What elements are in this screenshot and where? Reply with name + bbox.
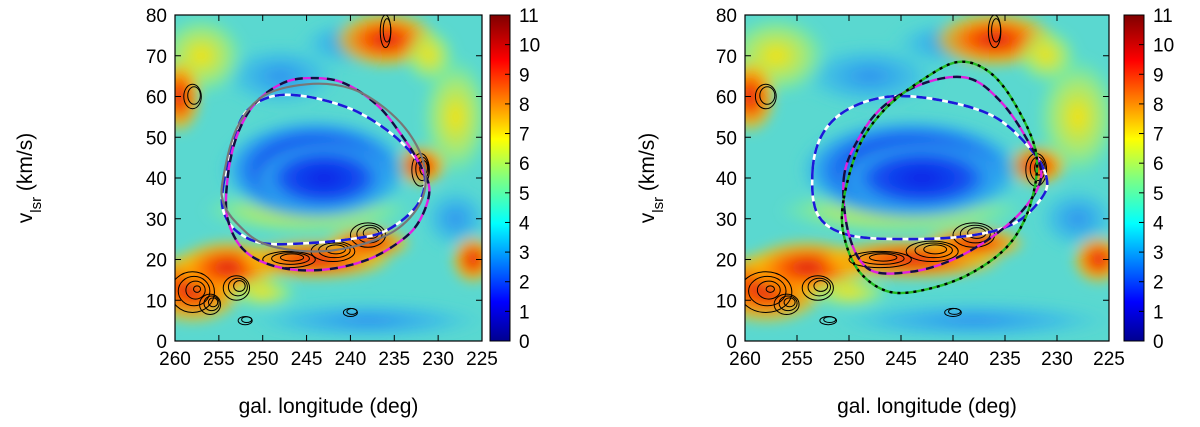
y-tick-label: 40 xyxy=(716,169,737,190)
x-axis-label: gal. longitude (deg) xyxy=(239,395,419,418)
y-tick-label: 20 xyxy=(716,251,737,272)
colorbar-tick-label: 7 xyxy=(1153,125,1164,146)
colorbar-tick-label: 6 xyxy=(1153,154,1164,175)
y-tick-label: 60 xyxy=(716,88,737,109)
colorbar-tick-label: 11 xyxy=(519,6,539,27)
y-tick-label: 70 xyxy=(146,47,167,68)
colorbar: 0 1 2 3 4 5 6 7 8 9 10 11 xyxy=(1123,6,1174,353)
y-tick-label: 50 xyxy=(146,128,167,149)
colorbar-tick-label: 4 xyxy=(1153,213,1164,234)
y-tick-label: 70 xyxy=(716,47,737,68)
x-tick-label: 225 xyxy=(1093,349,1125,370)
heatmap xyxy=(745,15,1109,341)
colorbar-tick-label: 9 xyxy=(519,65,530,86)
x-tick-label: 250 xyxy=(833,349,865,370)
colorbar-tick-label: 1 xyxy=(519,302,530,323)
colorbar-tick-label: 5 xyxy=(1153,184,1164,205)
y-tick-label: 0 xyxy=(156,332,167,353)
y-tick-label: 10 xyxy=(716,291,737,312)
y-tick-label: 50 xyxy=(716,128,737,149)
colorbar-tick-label: 0 xyxy=(519,332,530,353)
y-tick-label: 80 xyxy=(716,6,737,27)
colorbar-tick-label: 5 xyxy=(519,184,530,205)
colorbar-tick-label: 1 xyxy=(1153,302,1164,323)
curve-dark-dashed xyxy=(842,75,1043,275)
curve-green xyxy=(840,60,1039,295)
colorbar-tick-label: 3 xyxy=(1153,243,1164,264)
x-tick-label: 250 xyxy=(247,349,279,370)
heatmap xyxy=(175,15,482,341)
y-tick-label: 20 xyxy=(146,251,167,272)
colorbar-tick-label: 7 xyxy=(519,125,530,146)
colorbar-tick-label: 9 xyxy=(1153,65,1164,86)
colorbar-tick-label: 4 xyxy=(519,213,530,234)
colorbar-tick-label: 8 xyxy=(519,95,530,116)
x-axis-label: gal. longitude (deg) xyxy=(837,395,1017,418)
y-tick-label: 30 xyxy=(146,210,167,231)
overlay-curves xyxy=(810,60,1049,295)
right-panel: 260 255 250 245 240 235 230 2250102030405060708… xyxy=(636,6,1174,418)
left-panel: 260 255 250 245 240 235 230 2250102030405060708… xyxy=(14,6,540,418)
x-tick-label: 235 xyxy=(989,349,1021,370)
x-tick-label: 230 xyxy=(1041,349,1073,370)
y-tick-label: 30 xyxy=(716,210,737,231)
colorbar-tick-label: 6 xyxy=(519,154,530,175)
colorbar-tick-label: 2 xyxy=(1153,273,1164,294)
y-tick-label: 10 xyxy=(146,291,167,312)
colorbar-tick-label: 10 xyxy=(1153,36,1174,57)
colorbar-tick-label: 10 xyxy=(519,36,540,57)
colorbar-tick-label: 11 xyxy=(1153,6,1173,27)
x-tick-label: 225 xyxy=(466,349,498,370)
x-tick-label: 245 xyxy=(291,349,323,370)
y-axis-label: vlsr (km/s) xyxy=(14,133,45,223)
colorbar-tick-label: 3 xyxy=(519,243,530,264)
colorbar: 0 1 2 3 4 5 6 7 8 9 10 11 xyxy=(489,6,540,353)
x-tick-label: 240 xyxy=(335,349,367,370)
y-axis-label: vlsr (km/s) xyxy=(636,133,667,223)
x-tick-label: 245 xyxy=(885,349,917,370)
y-tick-label: 40 xyxy=(146,169,167,190)
colorbar-tick-label: 0 xyxy=(1153,332,1164,353)
x-tick-label: 260 xyxy=(159,349,191,370)
overlay-curves xyxy=(220,76,431,272)
x-tick-label: 255 xyxy=(203,349,235,370)
y-tick-label: 0 xyxy=(726,332,737,353)
colorbar-tick-label: 8 xyxy=(1153,95,1164,116)
x-tick-label: 240 xyxy=(937,349,969,370)
curve-gray xyxy=(220,82,427,253)
colorbar-tick-label: 2 xyxy=(519,273,530,294)
x-tick-label: 260 xyxy=(729,349,761,370)
curve-blue-dashed xyxy=(810,94,1049,241)
x-tick-label: 255 xyxy=(781,349,813,370)
x-tick-label: 230 xyxy=(422,349,454,370)
x-tick-label: 235 xyxy=(378,349,410,370)
y-tick-label: 80 xyxy=(146,6,167,27)
y-tick-label: 60 xyxy=(146,88,167,109)
